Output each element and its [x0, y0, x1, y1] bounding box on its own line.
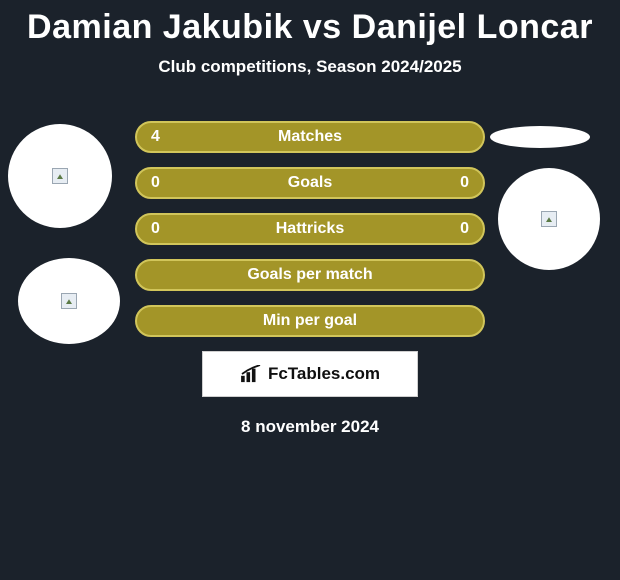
stat-label: Goals per match: [247, 266, 372, 284]
date-label: 8 november 2024: [0, 417, 620, 437]
image-placeholder-icon: [61, 293, 77, 309]
stats-container: 4 Matches 0 Goals 0 0 Hattricks 0 Goals …: [135, 121, 485, 337]
page-title: Damian Jakubik vs Danijel Loncar: [0, 0, 620, 47]
stat-left-value: 4: [151, 123, 160, 151]
avatar-left-2: [18, 258, 120, 344]
avatar-right-1: [490, 126, 590, 148]
stat-label: Goals: [288, 174, 332, 192]
stat-row-goals-per-match: Goals per match: [135, 259, 485, 291]
stat-left-value: 0: [151, 169, 160, 197]
image-placeholder-icon: [541, 211, 557, 227]
avatar-left-1: [8, 124, 112, 228]
image-placeholder-icon: [52, 168, 68, 184]
stat-label: Hattricks: [276, 220, 344, 238]
stat-label: Matches: [278, 128, 342, 146]
brand-text: FcTables.com: [268, 364, 380, 384]
stat-row-goals: 0 Goals 0: [135, 167, 485, 199]
avatar-right-2: [498, 168, 600, 270]
bar-chart-icon: [240, 365, 262, 383]
stat-row-matches: 4 Matches: [135, 121, 485, 153]
stat-row-min-per-goal: Min per goal: [135, 305, 485, 337]
stat-left-value: 0: [151, 215, 160, 243]
stat-right-value: 0: [460, 215, 469, 243]
brand-badge: FcTables.com: [202, 351, 418, 397]
subtitle: Club competitions, Season 2024/2025: [0, 57, 620, 77]
stat-label: Min per goal: [263, 312, 357, 330]
stat-row-hattricks: 0 Hattricks 0: [135, 213, 485, 245]
stat-right-value: 0: [460, 169, 469, 197]
